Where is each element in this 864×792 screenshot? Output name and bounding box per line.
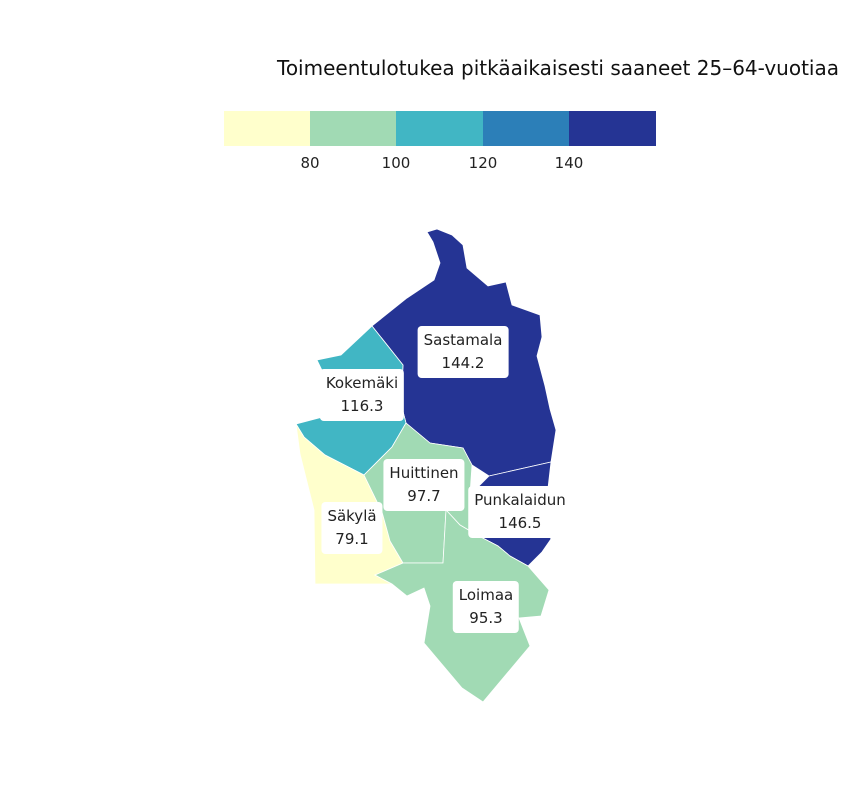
region-label-huittinen: Huittinen 97.7 [383, 459, 465, 511]
region-label-sastamala: Sastamala 144.2 [417, 326, 509, 378]
region-name: Kokemäki [325, 374, 399, 392]
region-name: Huittinen [389, 464, 459, 482]
map-title: Toimeentulotukea pitkäaikaisesti saaneet… [277, 56, 839, 80]
region-name: Sastamala [423, 331, 503, 349]
region-value: 95.3 [469, 609, 503, 627]
legend-bin [396, 111, 483, 146]
region-label-kokemaki: Kokemäki 116.3 [319, 369, 405, 421]
region-value: 79.1 [335, 530, 369, 548]
legend: 80 100 120 140 [224, 111, 656, 172]
legend-bin [224, 111, 311, 146]
region-label-loimaa: Loimaa 95.3 [452, 581, 520, 633]
region-name: Loimaa [458, 586, 514, 604]
region-value: 97.7 [407, 487, 441, 505]
legend-bin [310, 111, 397, 146]
legend-tick: 120 [468, 154, 498, 172]
region-name: Punkalaidun [474, 491, 566, 509]
legend-tick: 140 [554, 154, 584, 172]
region-name: Säkylä [327, 507, 377, 525]
region-value: 144.2 [441, 354, 485, 372]
legend-tick: 100 [381, 154, 411, 172]
region-label-punkalaidun: Punkalaidun 146.5 [468, 486, 572, 538]
legend-bin [569, 111, 656, 146]
legend-tick: 80 [300, 154, 320, 172]
legend-bin [483, 111, 570, 146]
region-label-sakyla: Säkylä 79.1 [321, 502, 383, 554]
region-value: 116.3 [340, 397, 384, 415]
region-value: 146.5 [498, 514, 542, 532]
